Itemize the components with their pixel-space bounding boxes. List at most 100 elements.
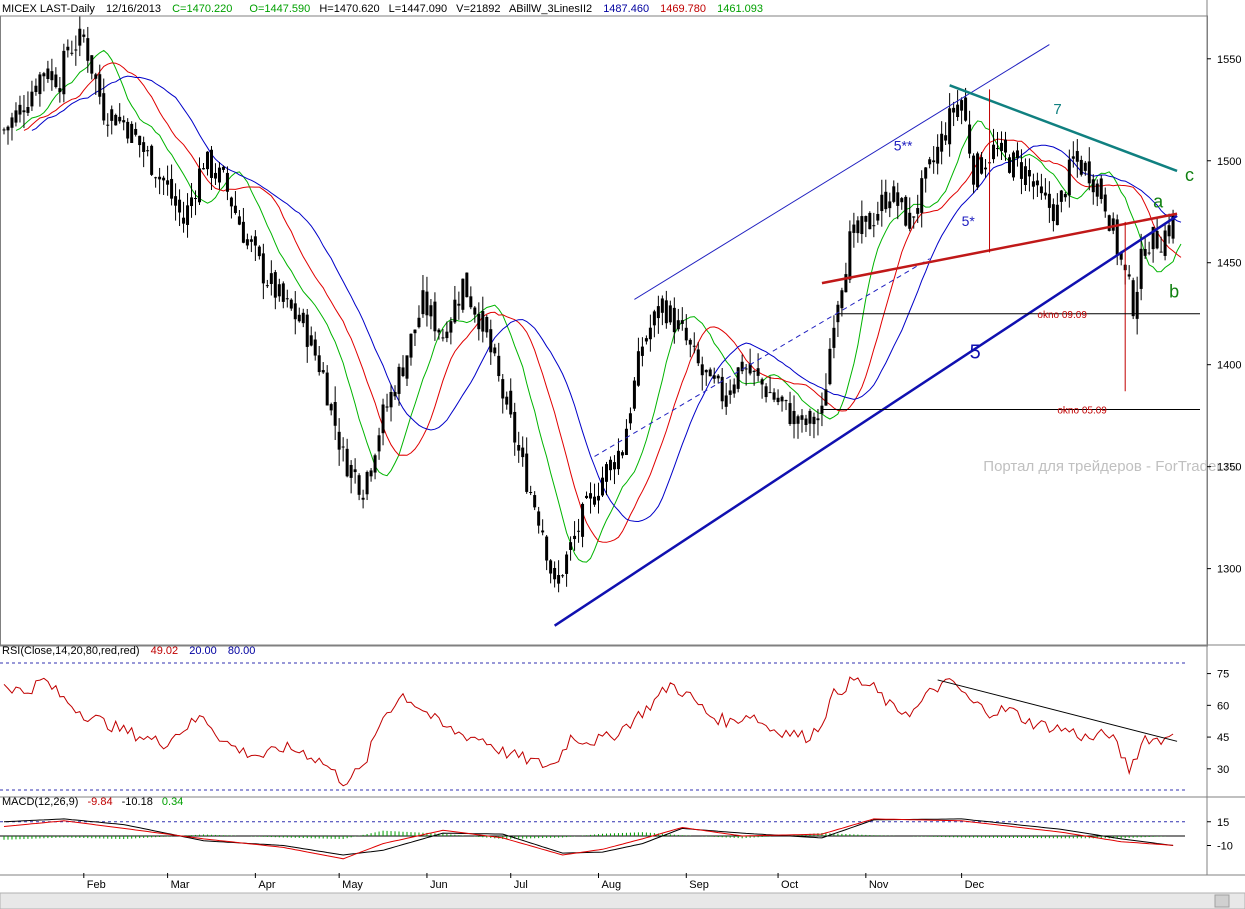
candle (233, 191, 237, 215)
candle (174, 183, 178, 221)
candle (776, 389, 780, 406)
candle-body (1099, 178, 1103, 200)
candle-body (1019, 162, 1023, 179)
wave-label-5: 5 (970, 342, 981, 364)
candle-body (170, 178, 174, 199)
candle (377, 427, 381, 460)
candle-body (1091, 179, 1095, 193)
candle (497, 342, 501, 382)
candle (1167, 213, 1171, 244)
rsi-y-tick-label: 45 (1217, 732, 1229, 744)
candle-body (880, 194, 884, 212)
y-tick-label: 1450 (1217, 258, 1241, 270)
candle-body (604, 464, 608, 482)
candle (736, 366, 740, 393)
y-tick-label: 1400 (1217, 360, 1241, 372)
candle-body (868, 212, 872, 230)
candle-body (712, 375, 716, 379)
okno-label-0909: okno 09.09 (1037, 310, 1087, 321)
candle-body (66, 46, 70, 51)
candle (808, 408, 812, 436)
candle (1051, 198, 1055, 232)
candle-body (597, 495, 601, 501)
candle (50, 58, 54, 91)
candle (10, 112, 14, 141)
candle (772, 388, 776, 403)
candle (122, 115, 126, 131)
candle (417, 305, 421, 329)
candle-body (261, 253, 265, 284)
candle-body (549, 560, 553, 574)
candle-body (616, 450, 620, 470)
candle (1083, 160, 1087, 176)
candle-body (804, 418, 808, 426)
candle (1111, 212, 1115, 235)
candle-body (517, 445, 521, 451)
candle-body (114, 114, 118, 126)
candle-body (708, 369, 712, 377)
candle-body (545, 536, 549, 561)
candle-body (640, 346, 644, 356)
candle-body (437, 329, 441, 333)
candle (337, 418, 341, 466)
candle (1031, 173, 1035, 200)
candle-body (557, 575, 561, 584)
candle-body (82, 34, 86, 37)
trendline-5 (553, 214, 1178, 627)
candle (465, 272, 469, 298)
candle-body (293, 303, 297, 320)
candle (1035, 172, 1039, 197)
candle-body (397, 366, 401, 394)
candle (461, 278, 465, 313)
candle (441, 328, 445, 342)
header-date: 12/16/2013 (106, 3, 161, 15)
candle-body (417, 317, 421, 328)
candle-body (644, 338, 648, 342)
candle-body (948, 108, 952, 145)
candle (604, 461, 608, 496)
candle (748, 348, 752, 376)
candle-body (341, 446, 345, 448)
candle (932, 146, 936, 174)
candle (449, 317, 453, 345)
candle-body (553, 567, 557, 580)
candle-body (912, 216, 916, 218)
candle (856, 216, 860, 243)
candle-body (788, 403, 792, 424)
candle-body (972, 155, 976, 185)
candle-body (365, 471, 369, 495)
candle (672, 297, 676, 344)
candle (98, 64, 102, 105)
candle (664, 290, 668, 329)
candle-body (704, 369, 708, 373)
candle-body (401, 367, 405, 377)
candle (816, 409, 820, 436)
green-average-line (15, 49, 1182, 563)
candle-body (221, 166, 225, 170)
candle (501, 374, 505, 414)
candle (393, 385, 397, 400)
candle (784, 399, 788, 411)
candle (1003, 131, 1007, 161)
candle-body (593, 496, 597, 505)
candle-body (680, 320, 684, 324)
candle (1000, 131, 1003, 161)
candle (1075, 139, 1079, 178)
candle (1019, 149, 1023, 195)
candle (425, 276, 429, 327)
candle (229, 196, 233, 219)
candle (341, 437, 345, 462)
candle (325, 365, 329, 406)
y-tick-label: 1500 (1217, 156, 1241, 168)
candle (1027, 158, 1031, 192)
candle (688, 338, 692, 358)
candle-body (1015, 150, 1019, 159)
candle-body (74, 49, 78, 51)
candle-body (1127, 274, 1131, 277)
candle-body (449, 321, 453, 333)
candle-body (78, 28, 82, 46)
candle (42, 71, 46, 92)
candle (293, 291, 297, 335)
candle-body (493, 347, 497, 354)
candle (309, 326, 313, 347)
